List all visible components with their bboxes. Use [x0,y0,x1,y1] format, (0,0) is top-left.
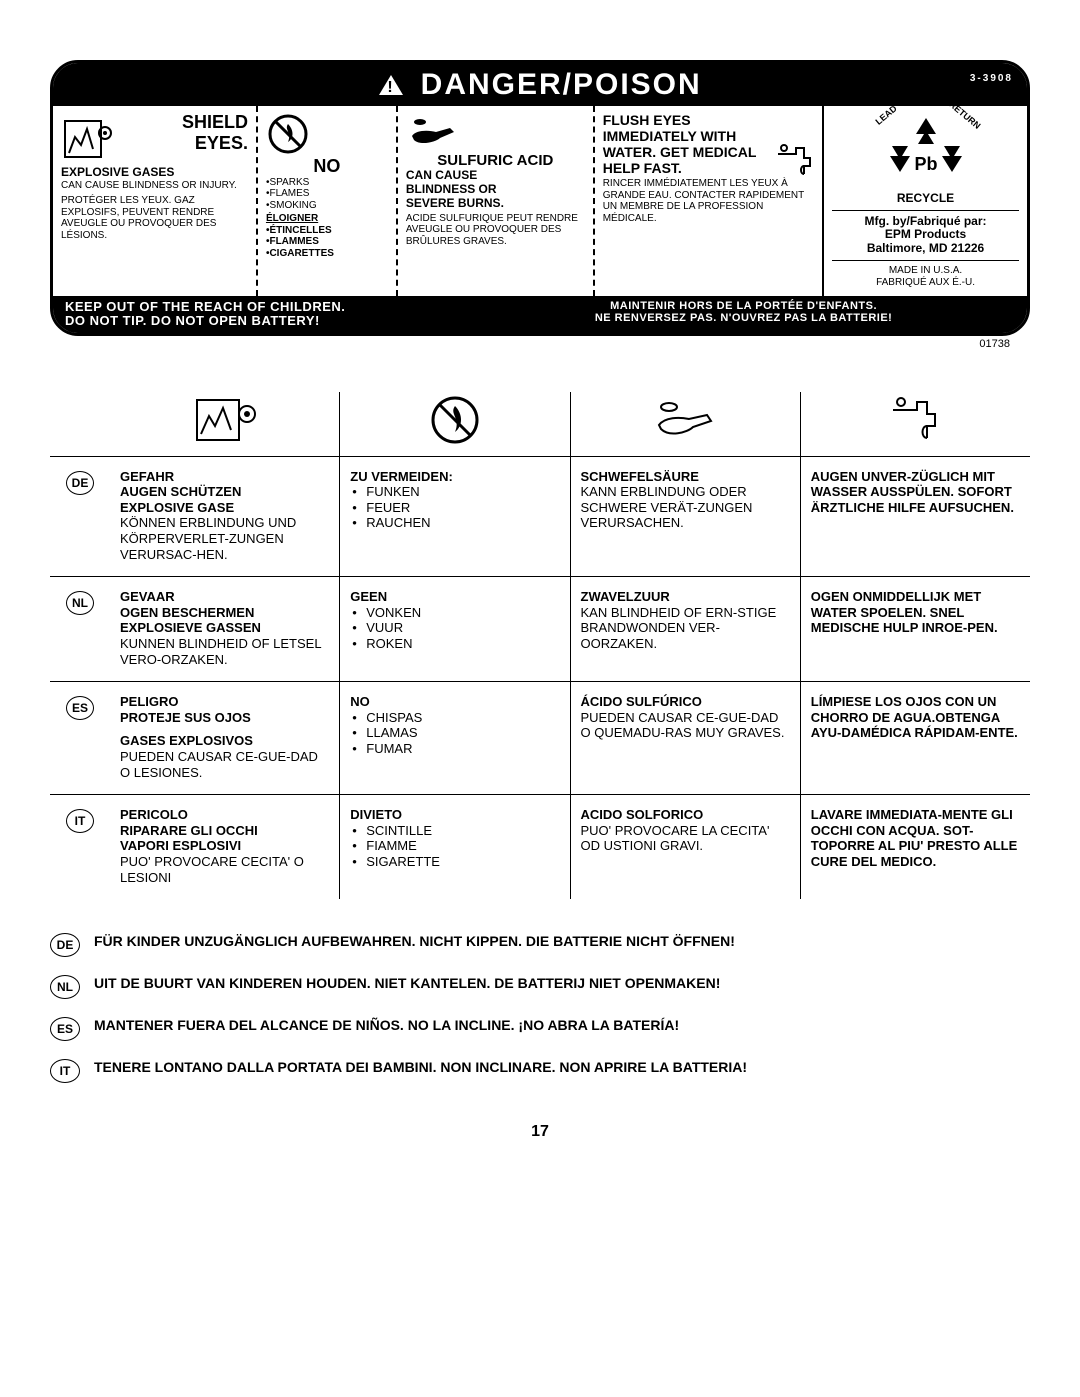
lang-icon-header [50,392,1030,457]
sulfuric-title: SULFURIC ACID [406,152,585,169]
no-text: NO [266,156,388,177]
lang-cell-danger: GEFAHRAUGEN SCHÜTZENEXPLOSIVE GASEKÖNNEN… [110,457,340,577]
col-no: NO •SPARKS •FLAMES •SMOKING ÉLOIGNER •ÉT… [258,106,398,296]
lang-code: DE [50,457,110,577]
lang-cell-avoid: ZU VERMEIDEN:FUNKENFEUERRAUCHEN [340,457,570,577]
bottom-row: NLUIT DE BUURT VAN KINDEREN HOUDEN. NIET… [50,975,1030,999]
no-flame-icon [340,392,570,457]
eyes-text: EYES. [119,133,248,154]
col1-en: CAN CAUSE BLINDNESS OR INJURY. [61,180,248,192]
explosive-gases-text: EXPLOSIVE GASES [61,166,248,180]
col2-fr-list: •ÉTINCELLES •FLAMMES •CIGARETTES [266,225,388,260]
acid-hand-icon [406,112,585,152]
lang-cell-flush: LAVARE IMMEDIATA-MENTE GLI OCCHI CON ACQ… [801,795,1030,899]
shield-text: SHIELD [119,112,248,133]
page-number: 17 [50,1123,1030,1141]
header-title: DANGER/POISON [421,68,702,102]
lang-row: DEGEFAHRAUGEN SCHÜTZENEXPLOSIVE GASEKÖNN… [50,457,1030,578]
bottom-row: ESMANTENER FUERA DEL ALCANCE DE NIÑOS. N… [50,1017,1030,1041]
lang-cell-flush: AUGEN UNVER-ZÜGLICH MIT WASSER AUSSPÜLEN… [801,457,1030,577]
lang-cell-acid: SCHWEFELSÄUREKANN ERBLINDUNG ODER SCHWER… [571,457,801,577]
explosion-eye-icon [61,112,115,166]
lang-code: IT [50,795,110,899]
lang-code: ES [50,682,110,794]
lang-cell-danger: PERICOLORIPARARE GLI OCCHIVAPORI ESPLOSI… [110,795,340,899]
bottom-row: ITTENERE LONTANO DALLA PORTATA DEI BAMBI… [50,1059,1030,1083]
lang-code: NL [50,577,110,681]
recycle-icon: Pb [878,112,974,188]
label-footer: KEEP OUT OF THE REACH OF CHILDREN. DO NO… [53,296,1027,333]
no-flame-icon [266,112,388,156]
part-number: 3-3908 [970,73,1013,84]
language-table: DEGEFAHRAUGEN SCHÜTZENEXPLOSIVE GASEKÖNN… [50,392,1030,899]
lang-cell-acid: ACIDO SOLFORICOPUO' PROVOCARE LA CECITA'… [571,795,801,899]
svg-text:!: ! [388,79,395,96]
explosion-eye-icon [110,392,340,457]
faucet-icon [774,144,814,178]
recycle-text: RECYCLE [832,192,1019,206]
lang-cell-flush: LÍMPIESE LOS OJOS CON UN CHORRO DE AGUA.… [801,682,1030,794]
col1-fr: PROTÉGER LES YEUX. GAZ EXPLOSIFS, PEUVEN… [61,195,248,241]
danger-header: ! DANGER/POISON 3-3908 [53,63,1027,106]
lang-row: ITPERICOLORIPARARE GLI OCCHIVAPORI ESPLO… [50,795,1030,899]
lang-cell-acid: ZWAVELZUURKAN BLINDHEID OF ERN-STIGE BRA… [571,577,801,681]
lang-row: ESPELIGROPROTEJE SUS OJOSGASES EXPLOSIVO… [50,682,1030,795]
col-sulfuric: SULFURIC ACID CAN CAUSE BLINDNESS OR SEV… [398,106,595,296]
lang-cell-avoid: NOCHISPASLLAMASFUMAR [340,682,570,794]
ref-number: 01738 [50,336,1030,356]
lang-cell-avoid: GEENVONKENVUURROKEN [340,577,570,681]
danger-label: ! DANGER/POISON 3-3908 SHIELD EYES. EXPL… [50,60,1030,336]
lang-cell-danger: GEVAAROGEN BESCHERMENEXPLOSIEVE GASSENKU… [110,577,340,681]
lang-cell-danger: PELIGROPROTEJE SUS OJOSGASES EXPLOSIVOSP… [110,682,340,794]
col-flush: FLUSH EYES IMMEDIATELY WITH WATER. GET M… [595,106,822,296]
eloigner-text: ÉLOIGNER [266,213,388,225]
col4-fr: RINCER IMMÉDIATEMENT LES YEUX À GRANDE E… [603,178,814,224]
warning-triangle-icon: ! [378,74,404,96]
bottom-row: DEFÜR KINDER UNZUGÄNGLICH AUFBEWAHREN. N… [50,933,1030,957]
lang-cell-avoid: DIVIETOSCINTILLEFIAMMESIGARETTE [340,795,570,899]
col-recycle: Pb LEAD RETURN RECYCLE Mfg. by/Fabriqué … [822,106,1027,296]
bottom-statements: DEFÜR KINDER UNZUGÄNGLICH AUFBEWAHREN. N… [50,933,1030,1083]
lang-cell-flush: OGEN ONMIDDELLIJK MET WATER SPOELEN. SNE… [801,577,1030,681]
svg-text:Pb: Pb [914,154,937,174]
faucet-icon [801,392,1030,457]
acid-hand-icon [571,392,801,457]
lang-row: NLGEVAAROGEN BESCHERMENEXPLOSIEVE GASSEN… [50,577,1030,682]
col-shield-eyes: SHIELD EYES. EXPLOSIVE GASES CAN CAUSE B… [53,106,258,296]
lang-cell-acid: ÁCIDO SULFÚRICOPUEDEN CAUSAR CE-GUE-DAD … [571,682,801,794]
col3-fr: ACIDE SULFURIQUE PEUT RENDRE AVEUGLE OU … [406,213,585,248]
col2-en-list: •SPARKS •FLAMES •SMOKING [266,177,388,212]
